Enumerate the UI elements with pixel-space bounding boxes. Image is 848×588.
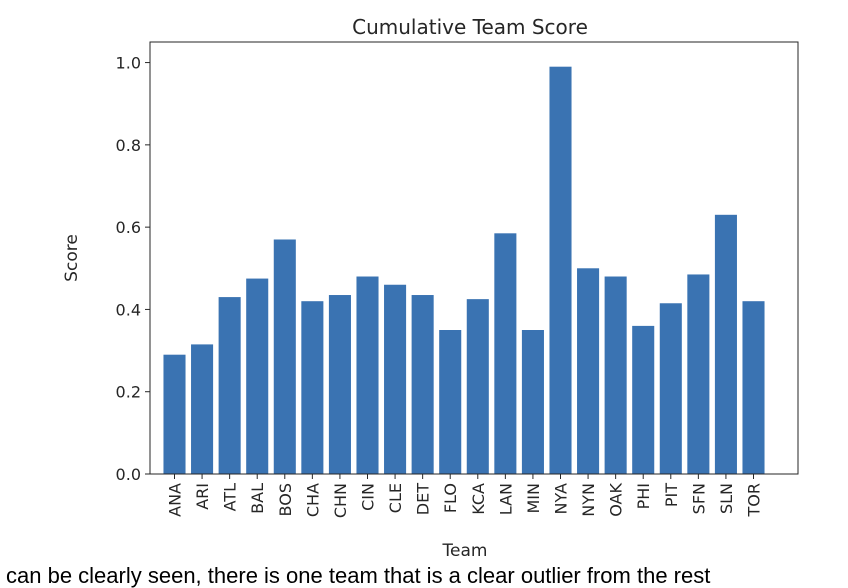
y-tick-label: 0.2 bbox=[116, 383, 141, 402]
y-tick-label: 0.6 bbox=[116, 218, 141, 237]
bar-sfn bbox=[687, 274, 710, 474]
bar-sln bbox=[714, 214, 737, 475]
bar-cin bbox=[356, 276, 379, 474]
x-tick-label: OAK bbox=[607, 482, 626, 516]
caption-text: can be clearly seen, there is one team t… bbox=[6, 563, 711, 588]
x-axis-label: Team bbox=[442, 541, 488, 561]
y-tick-label: 0.0 bbox=[116, 465, 141, 484]
x-tick-label: DET bbox=[414, 483, 433, 515]
x-tick-label: ARI bbox=[193, 483, 212, 510]
x-tick-label: CLE bbox=[386, 483, 405, 513]
x-tick-label: LAN bbox=[496, 483, 515, 515]
bar-tor bbox=[742, 301, 765, 474]
x-tick-label: FLO bbox=[441, 483, 460, 513]
x-tick-label: PIT bbox=[662, 483, 681, 507]
x-tick-label: CIN bbox=[359, 483, 378, 511]
x-tick-label: ATL bbox=[221, 483, 240, 511]
bar-chn bbox=[328, 295, 351, 474]
bar-group bbox=[163, 66, 765, 475]
bar-ana bbox=[163, 354, 186, 474]
bar-det bbox=[411, 295, 434, 474]
bar-lan bbox=[494, 233, 517, 474]
y-tick-label: 0.8 bbox=[116, 136, 141, 155]
x-tick-label: PHI bbox=[634, 483, 653, 509]
bar-cha bbox=[301, 301, 324, 474]
x-tick-label: BOS bbox=[276, 483, 295, 516]
x-tick-label: NYA bbox=[552, 483, 571, 515]
bar-kca bbox=[466, 299, 489, 474]
x-tick-label: NYN bbox=[579, 483, 598, 517]
x-axis: ANA ARI ATL BAL BOS CHA CHN CIN CLE DET FLO KCA LAN M… bbox=[166, 474, 764, 518]
x-tick-label: CHN bbox=[331, 483, 350, 518]
bar-nya bbox=[549, 66, 572, 474]
chart-title: Cumulative Team Score bbox=[352, 15, 588, 39]
x-tick-label: SLN bbox=[717, 483, 736, 514]
x-tick-label: BAL bbox=[248, 483, 267, 514]
x-tick-label: CHA bbox=[303, 483, 322, 517]
x-tick-label: ANA bbox=[166, 483, 185, 517]
bar-min bbox=[521, 330, 544, 474]
x-tick-label: TOR bbox=[745, 483, 764, 517]
x-tick-label: MIN bbox=[524, 483, 543, 514]
bar-ari bbox=[191, 344, 214, 474]
bar-flo bbox=[439, 330, 462, 474]
bar-oak bbox=[604, 276, 627, 474]
x-tick-label: SFN bbox=[689, 483, 708, 514]
y-tick-label: 1.0 bbox=[116, 54, 141, 73]
bar-nyn bbox=[577, 268, 600, 474]
bar-atl bbox=[218, 297, 241, 474]
bar-bos bbox=[273, 239, 296, 474]
y-tick-label: 0.4 bbox=[116, 300, 141, 319]
bar-cle bbox=[384, 284, 407, 474]
bar-pit bbox=[659, 303, 682, 474]
bar-phi bbox=[632, 325, 655, 474]
x-tick-label: KCA bbox=[469, 483, 488, 515]
plot-frame bbox=[149, 41, 799, 475]
bar-bal bbox=[246, 278, 269, 474]
y-axis-label: Score bbox=[62, 234, 82, 282]
y-axis: 0.0 0.2 0.4 0.6 0.8 1.0 bbox=[116, 54, 150, 484]
